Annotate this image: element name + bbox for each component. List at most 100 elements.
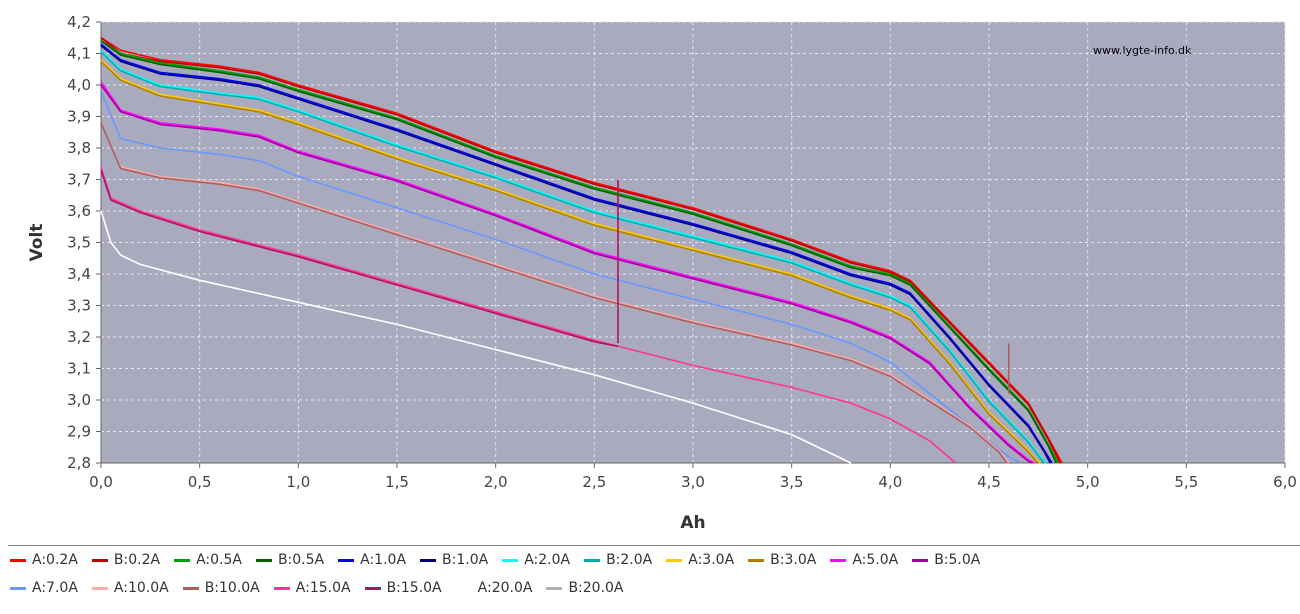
y-tick-label: 4,0	[67, 76, 91, 94]
legend-label: B:10.0A	[204, 580, 260, 596]
legend-swatch	[830, 558, 847, 562]
y-tick-label: 3,9	[67, 108, 91, 126]
legend-label: B:1.0A	[442, 552, 489, 568]
legend-swatch	[182, 586, 199, 590]
legend-divider	[8, 545, 1300, 546]
legend: A:0.2A B:0.2A A:0.5A B:0.5A A:1.0A B:1.0A A:2.…	[10, 546, 1300, 614]
legend-label: B:15.0A	[386, 580, 442, 596]
axes: 0,0 0,5 1,0 1,5 2,0 2,5 3,0 3,5 4,0 4,5 5,0 5,5 6,0 2…	[67, 13, 1297, 491]
x-tick-label: 6,0	[1273, 473, 1297, 491]
series-line-b-2-0a	[100, 51, 1045, 464]
legend-item: A:15.0A	[273, 580, 351, 596]
series-line-b-15-0a	[100, 169, 619, 348]
y-tick-label: 3,3	[67, 297, 91, 315]
x-tick-label: 1,5	[385, 473, 409, 491]
grid	[101, 21, 1286, 463]
y-tick-label: 3,7	[67, 171, 91, 189]
y-tick-label: 4,2	[67, 13, 91, 31]
x-tick-label: 1,0	[286, 473, 310, 491]
legend-swatch	[546, 586, 563, 590]
x-tick-label: 4,0	[878, 473, 902, 491]
legend-label: A:15.0A	[295, 580, 351, 596]
series-line-a-0-5a	[100, 40, 1059, 464]
legend-label: A:0.5A	[196, 552, 242, 568]
series-line-a-1-0a	[100, 43, 1053, 464]
series-line-a-2-0a	[100, 49, 1047, 464]
legend-swatch	[666, 558, 683, 562]
legend-swatch	[91, 586, 108, 590]
series-line-a-15-0a	[100, 166, 957, 464]
y-tick-label: 4,1	[67, 45, 91, 63]
legend-label: A:1.0A	[360, 552, 407, 568]
legend-swatch	[255, 558, 272, 562]
series-line-a-20-0a	[100, 210, 852, 464]
series-line-b-0-5a	[100, 40, 1057, 464]
x-tick-label: 5,5	[1174, 473, 1198, 491]
legend-item: B:15.0A	[364, 580, 442, 596]
series-line-b-0-2a	[100, 37, 1061, 464]
series-line-a-0-2a	[100, 37, 1063, 464]
legend-item: A:0.2A	[10, 552, 78, 568]
legend-label: A:3.0A	[688, 552, 735, 568]
series-line-a-5-0a	[100, 81, 1035, 464]
legend-swatch	[584, 558, 601, 562]
y-tick-label: 3,4	[67, 265, 91, 283]
legend-label: B:3.0A	[770, 552, 817, 568]
legend-item: B:2.0A	[584, 552, 652, 568]
line-chart: 0,0 0,5 1,0 1,5 2,0 2,5 3,0 3,5 4,0 4,5 5,0 5,5 6,0 2…	[27, 13, 1297, 533]
legend-swatch	[420, 558, 437, 562]
legend-swatch	[91, 558, 108, 562]
y-tick-label: 3,1	[67, 360, 91, 378]
legend-item: A:1.0A	[338, 552, 406, 568]
legend-item: B:0.5A	[255, 552, 325, 568]
legend-label: A:2.0A	[524, 552, 571, 568]
x-tick-label: 2,5	[582, 473, 606, 491]
series-line-b-10-0a	[100, 122, 1008, 464]
legend-swatch	[10, 558, 26, 562]
y-tick-label: 3,5	[67, 234, 91, 252]
legend-swatch	[338, 558, 355, 562]
legend-swatch	[10, 586, 26, 590]
annotations	[617, 179, 1010, 394]
legend-swatch	[912, 558, 929, 562]
x-tick-label: 2,0	[484, 473, 508, 491]
legend-item: B:5.0A	[912, 552, 980, 568]
legend-label: B:0.5A	[277, 552, 325, 568]
x-tick-label: 3,0	[681, 473, 705, 491]
x-tick-label: 0,0	[89, 473, 113, 491]
legend-item: B:20.0A	[546, 580, 624, 596]
series-line-a-10-0a	[100, 122, 1010, 464]
legend-label: B:20.0A	[568, 580, 624, 596]
legend-swatch	[748, 558, 765, 562]
legend-item: A:10.0A	[91, 580, 169, 596]
x-axis-label: Ah	[680, 513, 705, 533]
legend-label: B:5.0A	[934, 552, 981, 568]
y-axis-label: Volt	[27, 224, 47, 262]
x-tick-label: 0,5	[188, 473, 212, 491]
series-line-a-3-0a	[100, 59, 1041, 464]
legend-item: A:5.0A	[830, 552, 898, 568]
legend-swatch	[174, 558, 191, 562]
y-tick-label: 2,9	[67, 423, 91, 441]
legend-item: A:7.0A	[10, 580, 78, 596]
legend-label: A:5.0A	[852, 552, 899, 568]
legend-row: A:7.0A A:10.0A B:10.0A A:15.0A B:15.0A A:20.0…	[10, 574, 1300, 602]
legend-label: A:20.0A	[477, 580, 533, 596]
legend-item: A:0.5A	[174, 552, 242, 568]
legend-label: B:0.2A	[113, 552, 161, 568]
legend-item: B:10.0A	[182, 580, 260, 596]
legend-swatch	[455, 586, 472, 590]
legend-label: B:2.0A	[606, 552, 653, 568]
y-tick-label: 2,8	[67, 454, 91, 472]
y-tick-label: 3,6	[67, 202, 91, 220]
series-line-a-7-0a	[100, 90, 1021, 464]
x-tick-label: 3,5	[780, 473, 804, 491]
legend-label: A:7.0A	[32, 580, 78, 596]
legend-swatch	[502, 558, 519, 562]
legend-item: B:0.2A	[91, 552, 161, 568]
x-tick-label: 5,0	[1076, 473, 1100, 491]
x-tick-label: 4,5	[977, 473, 1001, 491]
legend-item: A:20.0A	[455, 580, 533, 596]
legend-item: A:2.0A	[502, 552, 570, 568]
y-tick-label: 3,0	[67, 391, 91, 409]
